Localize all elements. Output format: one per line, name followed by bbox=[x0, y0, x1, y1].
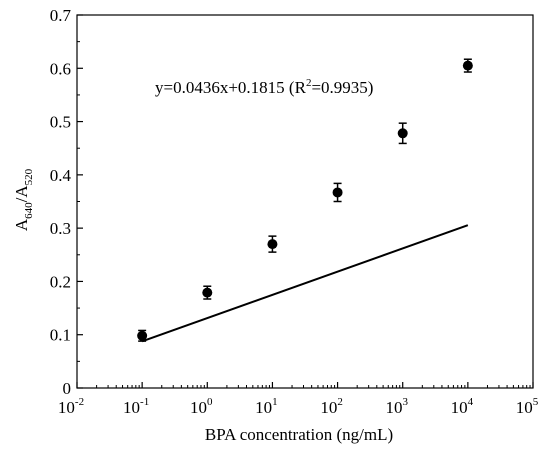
y-tick-label: 0 bbox=[63, 379, 72, 398]
x-tick-label: 10-2 bbox=[58, 396, 84, 417]
data-point bbox=[202, 287, 213, 298]
y-axis-ticks: 0 0.1 0.2 0.3 0.4 0.5 0.6 0.7 bbox=[50, 6, 83, 398]
y-tick-label: 0.3 bbox=[50, 219, 71, 238]
y-tick-label: 0.6 bbox=[50, 59, 71, 78]
data-point bbox=[267, 239, 278, 250]
x-tick-label: 102 bbox=[320, 396, 343, 417]
y-tick-label: 0.5 bbox=[50, 113, 71, 132]
data-point bbox=[137, 330, 148, 341]
x-tick-label: 101 bbox=[255, 396, 278, 417]
y-tick-label: 0.7 bbox=[50, 6, 72, 25]
data-point bbox=[397, 128, 408, 139]
fit-line-group bbox=[141, 224, 469, 343]
y-tick-label: 0.2 bbox=[50, 272, 71, 291]
x-axis-ticks: 10-2 10-1 100 101 102 103 104 105 bbox=[58, 382, 539, 417]
x-tick-label: 104 bbox=[451, 396, 474, 417]
x-tick-label: 10-1 bbox=[123, 396, 149, 417]
x-tick-label: 100 bbox=[190, 396, 213, 417]
x-tick-label: 103 bbox=[385, 396, 408, 417]
y-axis-title: A640/A520 bbox=[12, 168, 35, 231]
data-point bbox=[332, 187, 343, 198]
data-points bbox=[137, 58, 473, 342]
y-tick-label: 0.4 bbox=[50, 166, 72, 185]
x-axis-title: BPA concentration (ng/mL) bbox=[205, 425, 393, 444]
x-tick-label: 105 bbox=[516, 396, 539, 417]
data-point bbox=[462, 60, 473, 71]
y-tick-label: 0.1 bbox=[50, 326, 71, 345]
fit-equation: y=0.0436x+0.1815 (R2=0.9935) bbox=[155, 77, 373, 97]
fit-line bbox=[141, 224, 469, 343]
